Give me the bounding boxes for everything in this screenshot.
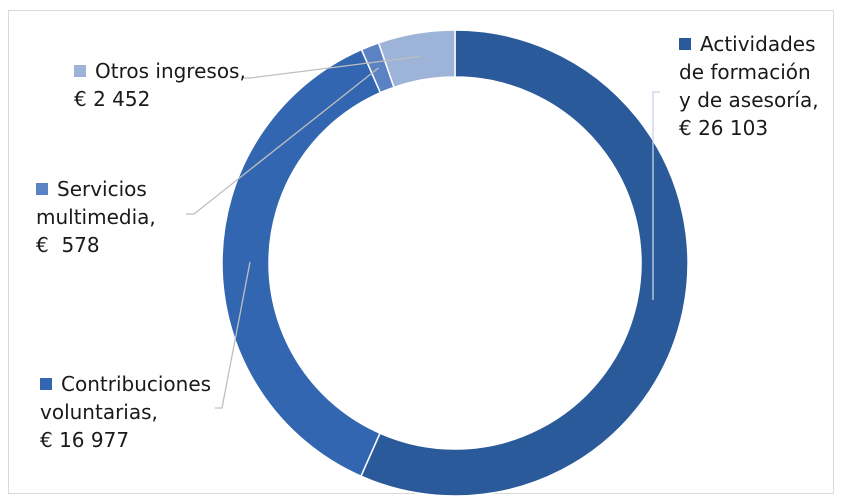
label-servicios-value: € 578 — [36, 233, 100, 257]
label-otros-line1: Otros ingresos, — [95, 59, 246, 83]
leader-servicios — [186, 67, 380, 215]
slice-actividades — [359, 29, 689, 497]
label-actividades: Actividades de formación y de asesoría, … — [679, 30, 819, 142]
label-contribuciones-value: € 16 977 — [40, 428, 130, 452]
slice-otros — [377, 29, 456, 89]
slice-contribuciones — [221, 48, 382, 478]
label-contribuciones: Contribuciones voluntarias, € 16 977 — [40, 370, 211, 454]
leader-otros — [244, 55, 421, 79]
legend-swatch-actividades — [679, 38, 691, 50]
legend-swatch-contribuciones — [40, 378, 52, 390]
label-servicios: Servicios multimedia, € 578 — [36, 175, 156, 259]
label-contribuciones-line1: Contribuciones — [61, 372, 212, 396]
label-actividades-line2: de formación — [679, 60, 811, 84]
label-otros: Otros ingresos, € 2 452 — [74, 57, 246, 113]
label-actividades-line3: y de asesoría, — [679, 88, 819, 112]
leader-actividades — [652, 91, 660, 300]
legend-swatch-otros — [74, 65, 86, 77]
label-actividades-line1: Actividades — [700, 32, 816, 56]
label-servicios-line1: Servicios — [57, 177, 147, 201]
label-actividades-value: € 26 103 — [679, 116, 769, 140]
label-servicios-line2: multimedia, — [36, 205, 156, 229]
chart-frame — [8, 10, 834, 494]
label-otros-value: € 2 452 — [74, 87, 151, 111]
legend-swatch-servicios — [36, 183, 48, 195]
leader-contribuciones — [215, 261, 251, 409]
label-contribuciones-line2: voluntarias, — [40, 400, 158, 424]
